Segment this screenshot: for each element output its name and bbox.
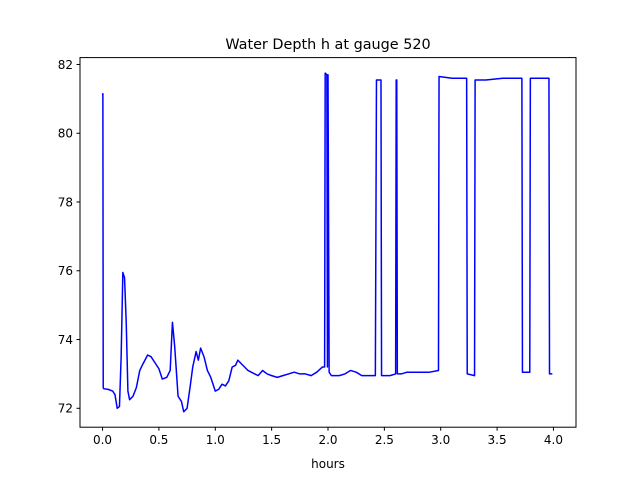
- y-tick-label: 76: [58, 264, 73, 278]
- x-tick-label: 4.0: [544, 433, 563, 447]
- x-tick-label: 2.0: [318, 433, 337, 447]
- x-tick-label: 0.0: [93, 433, 112, 447]
- series-line-0: [101, 72, 553, 413]
- y-tick-label: 72: [58, 402, 73, 416]
- x-axis: 0.0 0.5 1.0 1.5 2.0 2.5 3.0 3.5 4.0: [93, 427, 563, 447]
- y-tick-label: 82: [58, 58, 73, 72]
- x-tick-label: 1.5: [262, 433, 281, 447]
- y-tick-label: 74: [58, 333, 73, 347]
- y-tick-label: 80: [58, 127, 73, 141]
- x-tick-label: 3.5: [488, 433, 507, 447]
- y-tick-label: 78: [58, 195, 73, 209]
- x-tick-label: 2.5: [375, 433, 394, 447]
- x-axis-label: hours: [311, 457, 345, 471]
- y-axis: 72 74 76 78 80 82: [58, 58, 80, 416]
- x-tick-label: 0.5: [149, 433, 168, 447]
- plot-area: [101, 72, 553, 413]
- chart-title: Water Depth h at gauge 520: [225, 37, 430, 53]
- x-tick-label: 1.0: [206, 433, 225, 447]
- x-tick-label: 3.0: [431, 433, 450, 447]
